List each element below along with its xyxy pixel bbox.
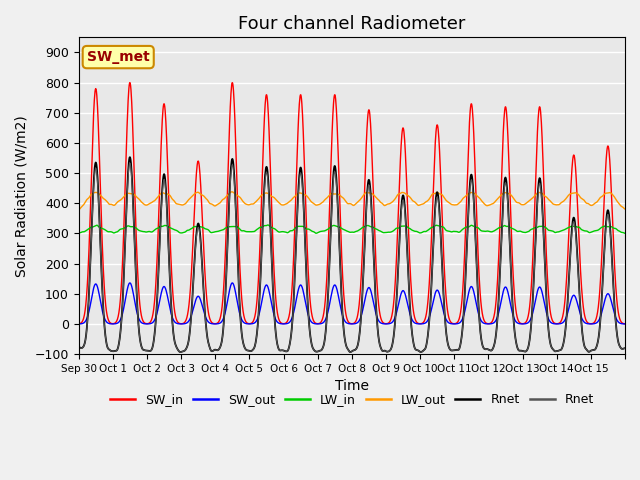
Text: SW_met: SW_met [87, 50, 150, 64]
Y-axis label: Solar Radiation (W/m2): Solar Radiation (W/m2) [15, 115, 29, 276]
Legend: SW_in, SW_out, LW_in, LW_out, Rnet, Rnet: SW_in, SW_out, LW_in, LW_out, Rnet, Rnet [105, 388, 599, 411]
X-axis label: Time: Time [335, 379, 369, 394]
Title: Four channel Radiometer: Four channel Radiometer [238, 15, 465, 33]
